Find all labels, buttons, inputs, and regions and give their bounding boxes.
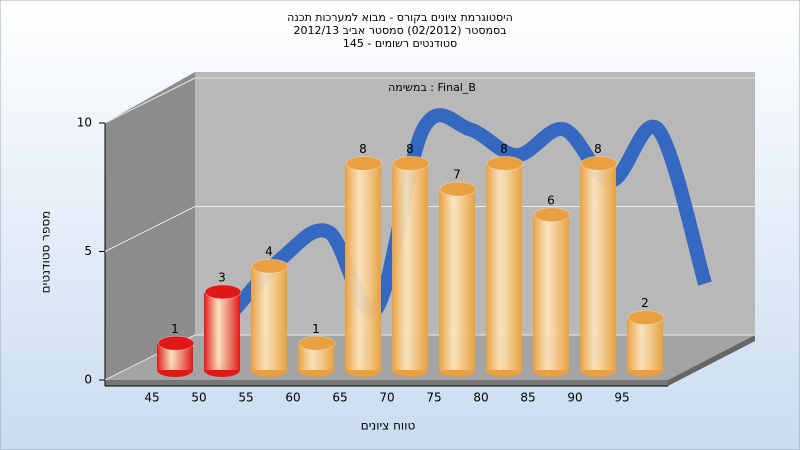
value-label: 1: [171, 322, 179, 336]
value-label: 8: [594, 142, 602, 156]
bar-top: [580, 155, 618, 171]
x-tick-label: 60: [285, 391, 300, 405]
y-tick-label: 0: [84, 373, 92, 387]
value-label: 8: [406, 142, 414, 156]
bar-top: [345, 155, 383, 171]
value-label: 8: [359, 142, 367, 156]
x-tick-label: 90: [567, 391, 582, 405]
title-line: היסטוגרמת ציונים בקורס - מבוא למערכות תכ…: [287, 11, 513, 24]
bar-top: [533, 207, 571, 223]
value-label: 2: [641, 296, 649, 310]
title-line: סטודנטים רשומים - 145: [343, 37, 457, 50]
x-tick-label: 85: [520, 391, 535, 405]
trend-ribbon: [229, 108, 712, 319]
y-axis-label: מספר סטודנטים: [39, 211, 53, 294]
x-tick-label: 50: [191, 391, 206, 405]
bar-top: [204, 284, 242, 300]
bar: [345, 164, 381, 370]
bar: [439, 190, 475, 370]
bar-top: [251, 258, 289, 274]
bar: [251, 267, 287, 370]
value-label: 4: [265, 245, 273, 259]
floor-edge: [105, 380, 668, 386]
x-tick-label: 65: [332, 391, 347, 405]
value-label: 1: [312, 322, 320, 336]
title-line: בסמסטר (02/2012) סמסטר אביב 2012/13: [293, 24, 506, 37]
bar: [486, 164, 522, 370]
bar-top: [486, 155, 524, 171]
x-tick-label: 45: [144, 391, 159, 405]
x-tick-label: 80: [473, 391, 488, 405]
value-label: 8: [500, 142, 508, 156]
bar: [627, 318, 663, 370]
bar-top: [157, 335, 195, 351]
value-label: 3: [218, 270, 226, 284]
x-tick-label: 70: [379, 391, 394, 405]
bar-top: [392, 155, 430, 171]
value-label: 6: [547, 193, 555, 207]
x-tick-label: 55: [238, 391, 253, 405]
x-tick-label: 95: [614, 391, 629, 405]
bar: [533, 215, 569, 370]
bar-top: [298, 335, 336, 351]
y-tick-label: 10: [77, 116, 92, 130]
floor-side: [668, 335, 755, 386]
annotation: במשימה : Final_B: [388, 81, 476, 94]
bar-top: [439, 181, 477, 197]
grid-line: [104, 206, 196, 252]
y-tick-label: 5: [84, 244, 92, 258]
bar: [204, 292, 240, 370]
bar: [392, 164, 428, 370]
bar: [580, 164, 616, 370]
left-wall: [105, 72, 195, 380]
x-axis-label: טווח ציונים: [361, 419, 416, 433]
grid-line: [104, 77, 196, 124]
value-label: 7: [453, 168, 461, 182]
x-tick-label: 75: [426, 391, 441, 405]
bar-top: [627, 310, 665, 326]
